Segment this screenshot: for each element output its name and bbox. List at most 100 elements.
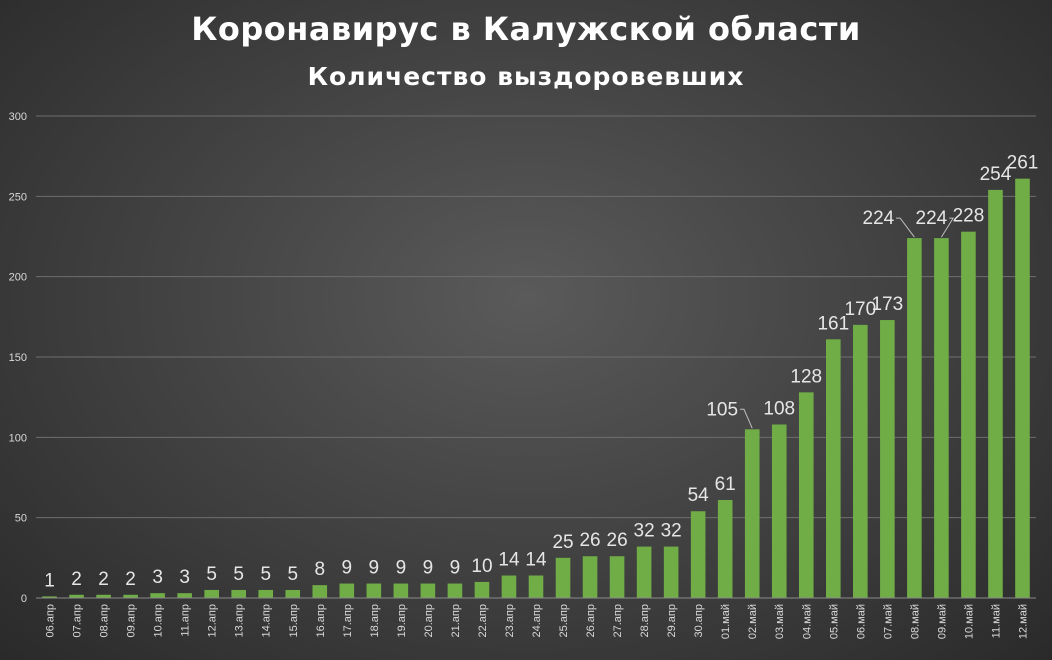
data-label: 1 xyxy=(44,570,55,591)
data-label: 5 xyxy=(233,564,244,585)
data-label: 9 xyxy=(342,558,353,579)
y-tick-label: 250 xyxy=(9,191,27,203)
data-label: 10 xyxy=(471,556,492,577)
x-tick-label: 25.апр xyxy=(558,604,570,637)
bar xyxy=(96,594,111,598)
x-tick-label: 07.апр xyxy=(72,604,84,637)
bar xyxy=(582,556,598,598)
bar xyxy=(609,556,625,598)
x-tick-label: 16.апр xyxy=(315,604,327,637)
data-label: 261 xyxy=(1007,153,1039,174)
bar xyxy=(447,583,463,598)
y-tick-label: 150 xyxy=(9,352,27,364)
data-label: 105 xyxy=(706,399,738,420)
data-label: 3 xyxy=(179,567,190,588)
bar xyxy=(744,429,760,598)
bar xyxy=(393,583,409,598)
bar xyxy=(231,589,246,598)
bar xyxy=(690,511,706,598)
data-label: 2 xyxy=(71,569,82,590)
leader-line xyxy=(896,217,915,238)
y-axis-ticks: 0 50 100 150 200 250 300 xyxy=(9,111,27,605)
bar xyxy=(717,499,733,598)
x-tick-label: 02.май xyxy=(747,604,759,639)
bar xyxy=(501,575,517,598)
bar xyxy=(771,424,787,598)
x-tick-label: 28.апр xyxy=(639,604,651,637)
bar xyxy=(312,585,328,598)
x-tick-label: 11.май xyxy=(990,604,1002,638)
x-tick-label: 15.апр xyxy=(288,604,300,637)
x-tick-label: 09.май xyxy=(936,604,948,639)
data-label: 254 xyxy=(980,164,1012,185)
bar xyxy=(555,557,571,598)
data-label: 9 xyxy=(396,558,407,579)
x-tick-label: 23.апр xyxy=(504,604,516,637)
data-label: 128 xyxy=(790,366,822,387)
bar xyxy=(880,320,895,598)
x-tick-label: 10.май xyxy=(963,604,975,639)
data-label: 26 xyxy=(579,530,600,551)
data-label: 173 xyxy=(871,294,903,315)
bar xyxy=(907,238,922,598)
x-tick-label: 06.апр xyxy=(45,604,57,637)
x-tick-label: 12.апр xyxy=(207,604,219,637)
y-tick-label: 300 xyxy=(9,111,27,123)
x-tick-label: 29.апр xyxy=(666,604,678,637)
gridlines xyxy=(36,115,1036,519)
bar xyxy=(177,593,192,598)
bar xyxy=(123,594,138,598)
x-tick-label: 13.апр xyxy=(234,604,246,637)
bar xyxy=(150,593,165,598)
data-label: 5 xyxy=(206,564,217,585)
bar xyxy=(988,189,1003,598)
x-tick-label: 30.апр xyxy=(693,604,705,637)
data-label: 224 xyxy=(916,208,948,229)
x-tick-label: 04.май xyxy=(801,604,813,639)
x-tick-label: 08.апр xyxy=(99,604,111,637)
x-tick-label: 14.апр xyxy=(261,604,273,637)
data-label: 5 xyxy=(287,564,298,585)
data-label: 108 xyxy=(763,398,795,419)
data-label: 224 xyxy=(863,208,895,229)
leader-line xyxy=(940,217,955,238)
x-tick-label: 06.май xyxy=(855,604,867,639)
data-label: 14 xyxy=(498,550,520,571)
bar xyxy=(798,392,814,598)
data-label: 32 xyxy=(634,521,655,542)
x-tick-label: 17.апр xyxy=(342,604,354,637)
data-label: 32 xyxy=(661,521,682,542)
leader-line xyxy=(739,408,753,429)
data-label: 161 xyxy=(817,313,849,334)
bar xyxy=(1015,178,1030,598)
bar xyxy=(42,596,57,598)
data-label: 25 xyxy=(552,532,573,553)
data-label: 61 xyxy=(715,474,736,495)
bar xyxy=(853,324,868,598)
x-tick-label: 11.апр xyxy=(180,604,192,637)
chart-title: Коронавирус в Калужской области xyxy=(191,10,861,48)
x-tick-label: 10.апр xyxy=(153,604,165,637)
x-tick-label: 08.май xyxy=(909,604,921,639)
data-label: 14 xyxy=(525,550,547,571)
bar xyxy=(69,594,84,598)
bar xyxy=(420,583,436,598)
x-tick-label: 12.май xyxy=(1017,604,1029,639)
y-tick-label: 50 xyxy=(15,513,27,525)
data-label: 26 xyxy=(607,530,628,551)
x-tick-label: 09.апр xyxy=(126,604,138,637)
x-tick-label: 03.май xyxy=(774,604,786,639)
chart-subtitle: Количество выздоровевших xyxy=(307,62,745,91)
data-label: 228 xyxy=(953,206,985,227)
data-label: 3 xyxy=(152,567,163,588)
bar xyxy=(285,589,301,598)
bar xyxy=(339,583,355,598)
data-label: 170 xyxy=(844,299,876,320)
leader-lines xyxy=(739,217,955,429)
bar xyxy=(474,581,490,598)
data-label: 8 xyxy=(314,559,325,580)
bar xyxy=(366,583,382,598)
bars xyxy=(42,178,1030,598)
